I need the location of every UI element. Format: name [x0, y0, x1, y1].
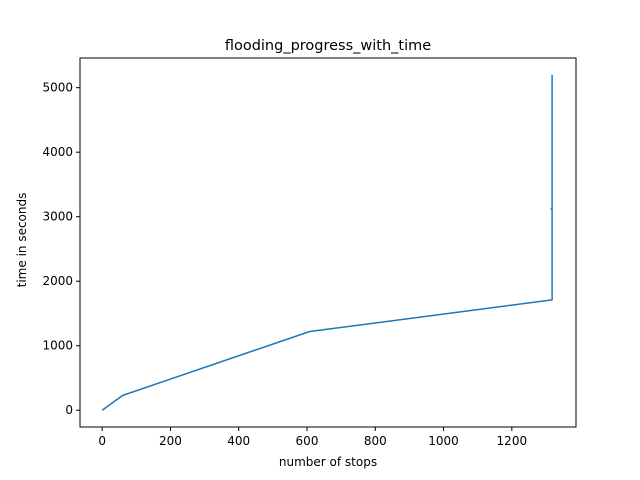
x-tick-label: 400 [227, 434, 250, 448]
x-tick-label: 600 [296, 434, 319, 448]
series-line [101, 74, 553, 411]
y-tick-label: 1000 [42, 339, 73, 353]
x-tick-label: 800 [364, 434, 387, 448]
y-tick-label: 2000 [42, 274, 73, 288]
x-tick-label: 200 [159, 434, 182, 448]
y-tick-label: 5000 [42, 81, 73, 95]
plot-area [101, 74, 553, 411]
y-tick-label: 3000 [42, 210, 73, 224]
axes-frame [79, 57, 577, 428]
x-tick-label: 0 [98, 434, 106, 448]
chart-title: flooding_progress_with_time [225, 38, 431, 54]
x-axis: 0 200 400 600 800 1000 1200 [98, 427, 527, 448]
x-tick-label: 1000 [428, 434, 459, 448]
x-axis-label: number of stops [279, 455, 377, 469]
y-axis: 0 1000 2000 3000 4000 5000 [42, 81, 80, 417]
y-axis-label: time in seconds [15, 193, 29, 288]
x-tick-label: 1200 [497, 434, 528, 448]
y-tick-label: 0 [65, 403, 73, 417]
y-tick-label: 4000 [42, 145, 73, 159]
